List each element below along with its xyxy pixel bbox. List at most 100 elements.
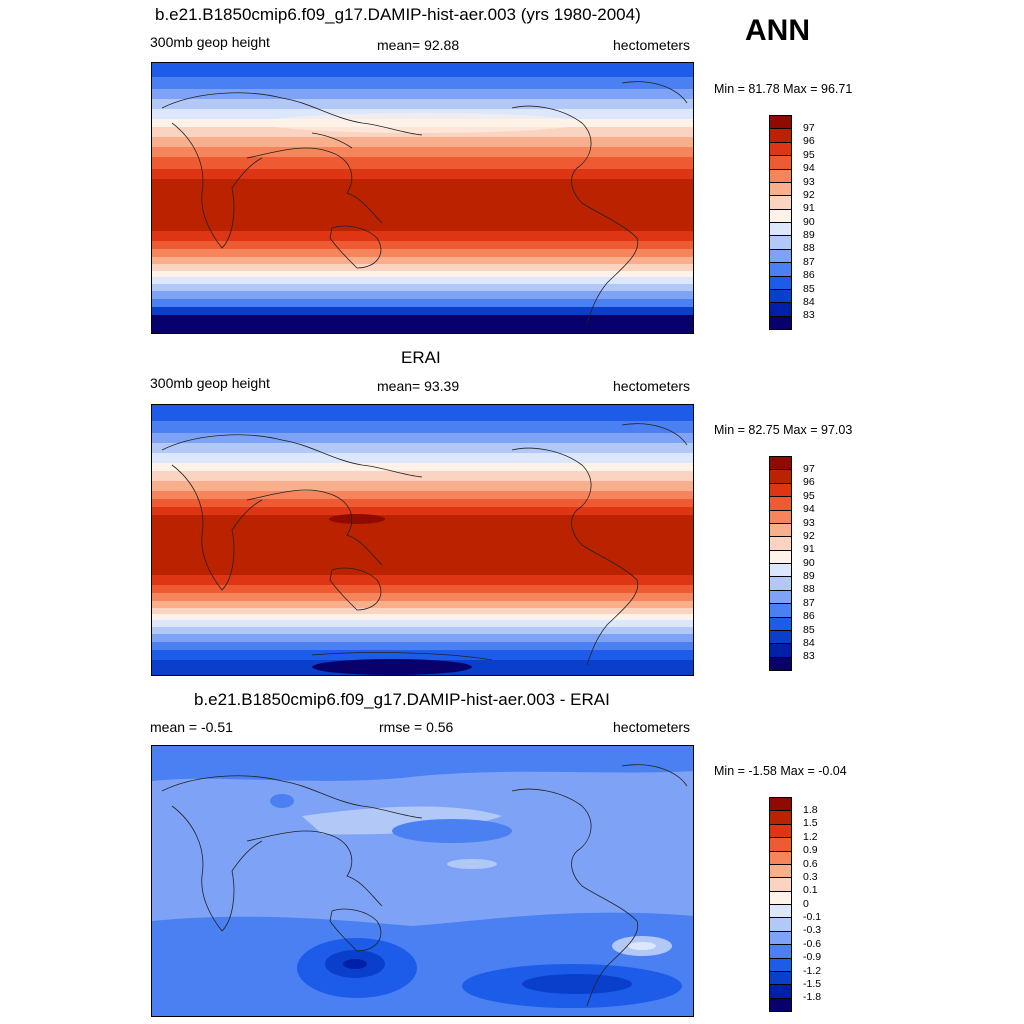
panel-2-colorbar-label: 95 — [803, 490, 815, 502]
panel-3-units-label: hectometers — [613, 719, 691, 735]
panel-1-colorbar-swatch — [769, 235, 792, 250]
panel-3-rmse-label: rmse = 0.56 — [379, 719, 454, 735]
panel-2-colorbar-label: 83 — [803, 650, 815, 662]
panel-2-contour-field — [152, 405, 693, 675]
panel-2-colorbar-label: 93 — [803, 517, 815, 529]
panel-1-title: b.e21.B1850cmip6.f09_g17.DAMIP-hist-aer.… — [155, 5, 641, 24]
panel-3-colorbar-label: -1.8 — [803, 991, 822, 1003]
panel-1-variable-label: 300mb geop height — [150, 34, 270, 50]
panel-1-colorbar-swatch — [769, 115, 792, 130]
panel-3-colorbar-swatch — [769, 890, 792, 905]
panel-1-colorbar-swatch — [769, 208, 792, 223]
panel-3-colorbar-swatch — [769, 930, 792, 946]
panel-1-colorbar-swatch — [769, 195, 792, 210]
panel-1-colorbar-label: 97 — [803, 122, 815, 134]
panel-2-colorbar-swatch — [769, 469, 792, 484]
panel-2-colorbar-swatch — [769, 603, 792, 618]
panel-3-colorbar-label: 1.2 — [803, 831, 818, 843]
panel-2-colorbar-label: 84 — [803, 637, 815, 649]
panel-2-colorbar-label: 90 — [803, 557, 815, 569]
panel-2-map — [151, 404, 694, 676]
panel-1-colorbar-label: 96 — [803, 135, 815, 147]
panel-3-colorbar-label: -1.5 — [803, 978, 822, 990]
panel-1-colorbar-label: 88 — [803, 242, 815, 254]
panel-1-colorbar-swatch — [769, 181, 792, 197]
panel-1-colorbar-label: 95 — [803, 149, 815, 161]
panel-2-minmax: Min = 82.75 Max = 97.03 — [714, 423, 853, 437]
panel-1-units-label: hectometers — [613, 37, 691, 53]
panel-1-colorbar: 97 96 95 94 93 92 91 90 89 88 87 86 85 8… — [769, 115, 815, 330]
panel-1-colorbar-swatch — [769, 222, 792, 237]
panel-1-colorbar-swatch — [769, 288, 792, 304]
panel-1-map — [151, 62, 694, 334]
panel-1-colorbar-swatch — [769, 275, 792, 290]
panel-3-colorbar-swatch — [769, 944, 792, 959]
panel-1-contour-field — [152, 63, 693, 333]
panel-1-colorbar-swatch — [769, 248, 792, 264]
panel-1-colorbar-label: 86 — [803, 269, 815, 281]
panel-3-colorbar-label: 0.3 — [803, 871, 818, 883]
panel-2-colorbar-label: 85 — [803, 624, 815, 636]
panel-1-colorbar-label: 92 — [803, 189, 815, 201]
panel-1-colorbar-label: 89 — [803, 229, 815, 241]
panel-3-colorbar-label: 0 — [803, 898, 809, 910]
panel-3-colorbar: 1.8 1.5 1.2 0.9 0.6 0.3 0.1 0 -0.1 -0.3 … — [769, 797, 821, 1012]
panel-1-colorbar-swatch — [769, 315, 792, 330]
panel-2-colorbar-swatch — [769, 496, 792, 511]
panel-3-title: b.e21.B1850cmip6.f09_g17.DAMIP-hist-aer.… — [194, 690, 610, 709]
panel-2-colorbar-swatch — [769, 549, 792, 564]
panel-2-colorbar-label: 88 — [803, 583, 815, 595]
panel-3-contour-field — [152, 746, 693, 1016]
panel-1-colorbar-swatch — [769, 262, 792, 277]
panel-3-colorbar-swatch — [769, 810, 792, 825]
panel-3-colorbar-label: -0.3 — [803, 924, 822, 936]
panel-3-colorbar-swatch — [769, 984, 792, 999]
panel-1-colorbar-label: 90 — [803, 216, 815, 228]
panel-1-colorbar-label: 93 — [803, 176, 815, 188]
panel-1-colorbar-label: 94 — [803, 162, 815, 174]
panel-2-colorbar-swatch — [769, 576, 792, 591]
panel-2-colorbar-label: 92 — [803, 530, 815, 542]
panel-1-colorbar-label: 87 — [803, 256, 815, 268]
season-label: ANN — [745, 14, 810, 47]
panel-3-map — [151, 745, 694, 1017]
panel-2-colorbar-label: 96 — [803, 476, 815, 488]
panel-3-colorbar-label: 1.8 — [803, 804, 818, 816]
panel-2-colorbar-swatch — [769, 536, 792, 551]
panel-3-colorbar-label: 0.9 — [803, 844, 818, 856]
panel-2-variable-label: 300mb geop height — [150, 375, 270, 391]
panel-2-colorbar-label: 97 — [803, 463, 815, 475]
panel-3-colorbar-swatch — [769, 850, 792, 865]
panel-3-colorbar-swatch — [769, 837, 792, 852]
panel-3-colorbar-swatch — [769, 877, 792, 892]
panel-2-colorbar-swatch — [769, 629, 792, 645]
panel-2-colorbar-label: 94 — [803, 503, 815, 515]
panel-3-colorbar-swatch — [769, 917, 792, 932]
panel-1-colorbar-label: 91 — [803, 202, 815, 214]
panel-3-colorbar-label: -0.9 — [803, 951, 822, 963]
panel-3-colorbar-label: -1.2 — [803, 965, 822, 977]
panel-1-colorbar-swatch — [769, 168, 792, 183]
panel-2-mean-label: mean= 93.39 — [377, 378, 460, 394]
panel-2-colorbar-swatch — [769, 456, 792, 471]
panel-2-colorbar-swatch — [769, 563, 792, 578]
panel-1-colorbar-label: 83 — [803, 309, 815, 321]
panel-2-units-label: hectometers — [613, 378, 691, 394]
panel-3-colorbar-label: 1.5 — [803, 817, 818, 829]
panel-2-colorbar-swatch — [769, 589, 792, 605]
panel-2-colorbar-swatch — [769, 656, 792, 671]
panel-1-colorbar-label: 85 — [803, 283, 815, 295]
panel-3-colorbar-swatch — [769, 957, 792, 972]
panel-1-minmax: Min = 81.78 Max = 96.71 — [714, 82, 853, 96]
panel-1-colorbar-label: 84 — [803, 296, 815, 308]
panel-1-colorbar-swatch — [769, 128, 792, 143]
panel-3-colorbar-swatch — [769, 904, 792, 919]
panel-3-colorbar-label: -0.1 — [803, 911, 822, 923]
panel-2-colorbar-label: 87 — [803, 597, 815, 609]
panel-2-colorbar-swatch — [769, 509, 792, 524]
panel-2-colorbar-swatch — [769, 643, 792, 658]
panel-3-colorbar-swatch — [769, 823, 792, 839]
panel-3-colorbar-swatch — [769, 970, 792, 986]
panel-2-colorbar-swatch — [769, 482, 792, 498]
panel-2-colorbar: 97 96 95 94 93 92 91 90 89 88 87 86 85 8… — [769, 456, 815, 671]
